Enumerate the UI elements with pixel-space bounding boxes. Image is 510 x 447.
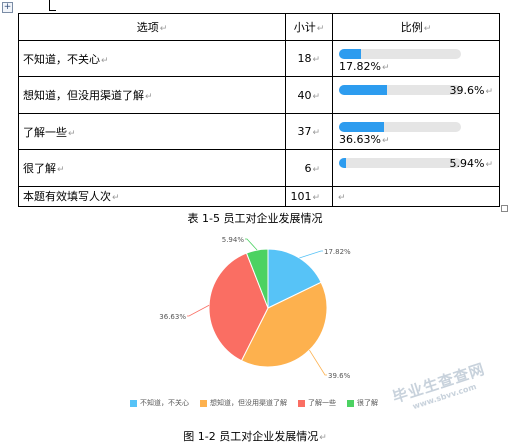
- chart-legend: 不知道，不关心 想知道，但没用渠道了解 了解一些 很了解: [130, 398, 378, 408]
- pie-leader-line: [245, 238, 258, 251]
- figure-caption: 图 1-2 员工对企业发展情况↵: [183, 430, 327, 443]
- percent-label: 17.82%↵: [339, 59, 390, 73]
- header-option: 选项↵: [18, 13, 286, 41]
- legend-label: 不知道，不关心: [140, 399, 189, 407]
- percent-label: 36.63%↵: [339, 132, 390, 146]
- legend-swatch: [347, 399, 354, 407]
- survey-table: 选项↵ 小计↵ 比例↵ 不知道，不关心↵ 18↵ 17.82%↵ 想知道，但没用…: [18, 13, 500, 208]
- table-row: 不知道，不关心↵ 18↵ 17.82%↵: [18, 39, 500, 78]
- legend-swatch: [200, 399, 207, 407]
- table-row: 想知道，但没用渠道了解↵ 40↵ 39.6%↵: [18, 76, 500, 114]
- progress-fill: [339, 48, 361, 59]
- header-ratio: 比例↵: [332, 13, 500, 41]
- option-cell: 很了解↵: [18, 149, 286, 187]
- legend-swatch: [298, 399, 305, 407]
- table-resize-handle[interactable]: [501, 205, 508, 212]
- pie-data-label: 5.94%: [222, 236, 245, 244]
- progress-bar: [339, 158, 461, 169]
- legend-item: 很了解: [347, 398, 378, 408]
- ratio-cell: 36.63%↵: [332, 112, 500, 151]
- percent-label: 5.94%↵: [449, 157, 494, 171]
- ratio-cell: 5.94%↵: [332, 149, 500, 187]
- header-count: 小计↵: [285, 13, 333, 41]
- legend-item: 想知道，但没用渠道了解: [200, 398, 287, 408]
- count-cell: 37↵: [285, 112, 333, 151]
- ratio-cell: 39.6%↵: [332, 76, 500, 114]
- count-cell: 40↵: [285, 76, 333, 114]
- count-cell: 6↵: [285, 149, 333, 187]
- option-cell: 了解一些↵: [18, 112, 286, 151]
- table-row: 很了解↵ 6↵ 5.94%↵: [18, 149, 500, 187]
- legend-label: 了解一些: [308, 399, 336, 407]
- total-ratio-cell: ↵: [332, 185, 500, 208]
- progress-fill: [339, 85, 388, 96]
- legend-item: 不知道，不关心: [130, 398, 189, 408]
- legend-item: 了解一些: [298, 398, 336, 408]
- table-header-row: 选项↵ 小计↵ 比例↵: [18, 13, 500, 41]
- pie-leader-line: [299, 250, 323, 259]
- progress-fill: [339, 158, 347, 169]
- progress-fill: [339, 121, 384, 132]
- table-move-handle[interactable]: +: [2, 2, 13, 13]
- count-cell: 18↵: [285, 39, 333, 78]
- option-cell: 不知道，不关心↵: [18, 39, 286, 78]
- table-caption: 表 1-5 员工对企业发展情况: [187, 212, 323, 225]
- pie-data-label: 17.82%: [324, 248, 351, 256]
- pie-slice: [267, 248, 322, 309]
- pie-data-label: 36.63%: [159, 313, 186, 321]
- pie-slice: [245, 248, 269, 309]
- pie-chart: 17.82% 39.6% 36.63% 5.94%: [159, 236, 351, 380]
- pie-leader-line: [309, 349, 327, 376]
- pie-slice: [240, 281, 328, 368]
- progress-bar: [339, 121, 461, 132]
- ratio-cell: 17.82%↵: [332, 39, 500, 78]
- progress-bar: [339, 85, 461, 96]
- table-row: 了解一些↵ 37↵ 36.63%↵: [18, 112, 500, 151]
- text-cursor-mark: [49, 0, 56, 11]
- total-count-cell: 101↵: [285, 185, 333, 208]
- option-cell: 想知道，但没用渠道了解↵: [18, 76, 286, 114]
- pie-data-label: 39.6%: [328, 372, 351, 380]
- table-total-row: 本题有效填写人次↵ 101↵ ↵: [18, 185, 500, 208]
- total-label-cell: 本题有效填写人次↵: [18, 185, 286, 208]
- legend-swatch: [130, 399, 137, 407]
- progress-bar: [339, 48, 461, 59]
- legend-label: 很了解: [357, 399, 378, 407]
- pie-leader-line: [187, 304, 210, 317]
- percent-label: 39.6%↵: [449, 84, 494, 98]
- legend-label: 想知道，但没用渠道了解: [210, 399, 287, 407]
